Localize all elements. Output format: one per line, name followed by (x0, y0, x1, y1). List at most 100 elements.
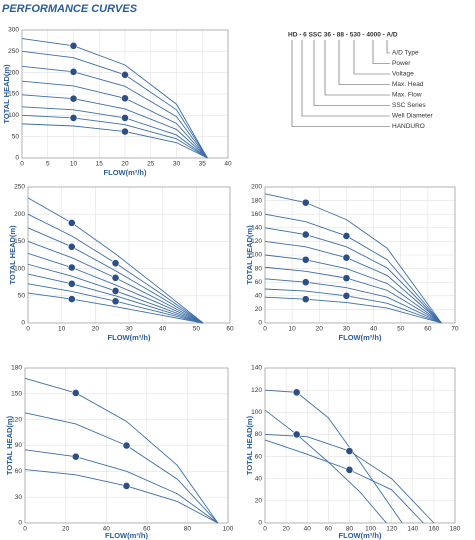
page-title: PERFORMANCE CURVES (2, 3, 138, 15)
x-tick-label: 60 (226, 326, 234, 333)
curve-marker (122, 482, 131, 490)
y-tick-label: 40 (255, 293, 263, 300)
y-tick-label: 200 (14, 211, 25, 218)
model-code: HD - 6 SSC 36 - 88 - 530 - 4000 - A/D (288, 32, 398, 39)
x-tick-label: 10 (289, 326, 297, 333)
y-tick-label: 20 (255, 306, 263, 313)
curve (24, 412, 219, 524)
y-tick-label: 90 (15, 442, 23, 449)
y-tick-label: 120 (251, 238, 262, 245)
x-tick-label: 120 (386, 526, 397, 533)
curve (264, 409, 387, 524)
x-tick-label: 40 (224, 161, 232, 168)
y-tick-label: 100 (251, 252, 262, 259)
curve-marker (301, 230, 310, 239)
x-tick-label: 50 (397, 326, 405, 333)
curve-marker (121, 113, 129, 122)
x-axis-title: FLOW(m³/h) (339, 333, 382, 342)
curve-marker (301, 278, 310, 287)
curve-marker (292, 388, 301, 397)
x-tick-label: 10 (70, 161, 78, 168)
x-axis-title: FLOW(m³/h) (104, 168, 147, 177)
plot-frame (24, 367, 229, 524)
curve-marker (111, 297, 120, 306)
y-tick-label: 180 (11, 365, 22, 372)
bracket (291, 40, 390, 127)
curve-marker (69, 94, 78, 103)
x-tick-label: 30 (343, 326, 351, 333)
curve (264, 288, 442, 324)
y-tick-label: 140 (251, 365, 262, 372)
y-tick-label: 80 (255, 431, 263, 438)
bracket (372, 40, 390, 64)
curve (27, 292, 204, 324)
curve-marker (121, 70, 129, 79)
x-tick-label: 60 (143, 526, 151, 533)
curve (21, 94, 208, 159)
curve-marker (292, 430, 301, 439)
y-tick-label: 250 (14, 184, 25, 191)
curve (264, 296, 442, 324)
y-tick-label: 160 (251, 211, 262, 218)
y-tick-label: 100 (251, 409, 262, 416)
x-tick-label: 140 (407, 526, 418, 533)
y-tick-label: 40 (255, 475, 263, 482)
y-tick-label: 0 (21, 320, 25, 327)
y-tick-label: 150 (8, 91, 19, 98)
y-tick-label: 100 (8, 112, 19, 119)
code-label: HANDURO (392, 123, 425, 130)
y-tick-label: 0 (18, 520, 22, 527)
x-tick-label: 15 (96, 161, 104, 168)
curve-marker (67, 279, 76, 288)
curve-marker (301, 255, 310, 264)
curve-marker (122, 441, 131, 450)
curve-marker (67, 242, 76, 251)
y-tick-label: 60 (255, 453, 263, 460)
y-tick-label: 200 (8, 69, 19, 76)
x-tick-label: 60 (424, 326, 432, 333)
code-label: Max. Flow (392, 92, 422, 99)
curve (264, 254, 442, 324)
curve-marker (71, 452, 80, 461)
x-tick-label: 50 (193, 326, 201, 333)
x-tick-label: 0 (263, 526, 267, 533)
y-axis-title: TOTAL HEAD(m) (245, 415, 254, 475)
curve-marker (111, 273, 120, 282)
y-tick-label: 30 (15, 494, 23, 501)
y-axis-title: TOTAL HEAD(m) (5, 415, 14, 475)
curve (27, 252, 204, 324)
y-axis-title: TOTAL HEAD(m) (2, 64, 11, 124)
curve (27, 227, 204, 324)
x-tick-label: 40 (370, 326, 378, 333)
x-tick-label: 20 (62, 526, 70, 533)
x-tick-label: 35 (199, 161, 207, 168)
curve-marker (121, 127, 129, 136)
curve (24, 377, 219, 524)
curve (264, 227, 442, 324)
curve (21, 50, 208, 159)
x-axis-title: FLOW(m³/h) (105, 531, 148, 540)
plot-frame (264, 367, 456, 524)
x-tick-label: 0 (23, 526, 27, 533)
curve (21, 38, 208, 159)
code-label: Voltage (392, 71, 414, 78)
code-label: Max. Head (392, 81, 424, 88)
curve (27, 273, 204, 324)
y-tick-label: 120 (11, 416, 22, 423)
y-tick-label: 80 (255, 265, 263, 272)
curve-marker (69, 67, 78, 76)
x-axis-title: FLOW(m³/h) (339, 531, 382, 540)
curve-marker (345, 447, 354, 455)
y-tick-label: 200 (251, 184, 262, 191)
x-tick-label: 0 (263, 326, 267, 333)
y-tick-label: 300 (8, 27, 19, 34)
curve-marker (67, 295, 76, 303)
x-tick-label: 80 (346, 526, 354, 533)
x-tick-label: 5 (46, 161, 50, 168)
curve-marker (69, 41, 78, 50)
curve-marker (301, 198, 310, 207)
code-label: Well Diameter (392, 113, 434, 120)
curve-marker (71, 389, 80, 397)
y-tick-label: 0 (258, 320, 262, 327)
bracket (324, 40, 390, 96)
